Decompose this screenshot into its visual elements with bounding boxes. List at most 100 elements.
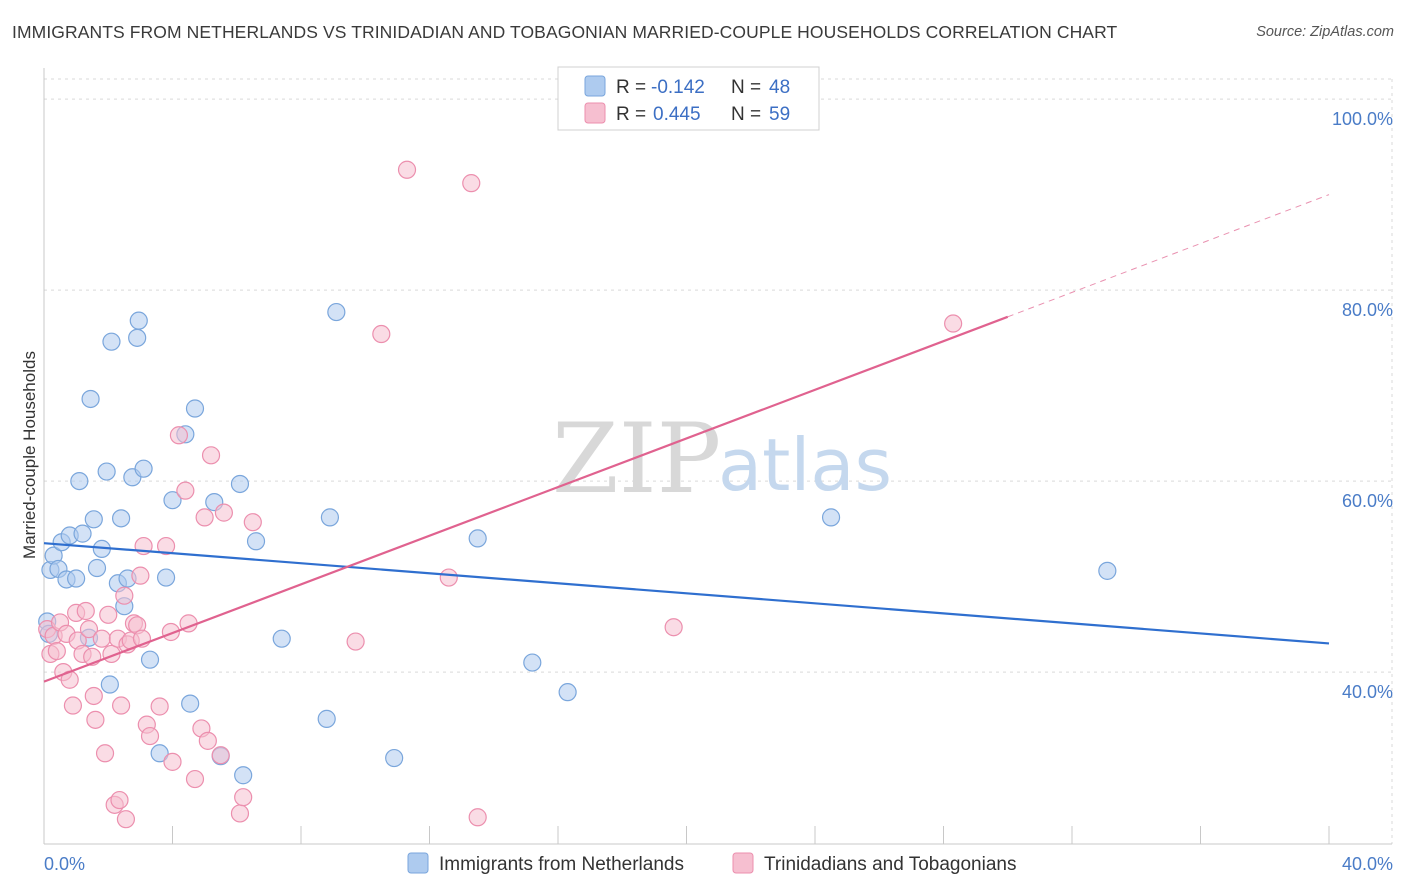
axes: 100.0% 80.0% 60.0% 40.0% 0.0% 40.0% — [43, 68, 1393, 874]
point-trinidadian — [198, 731, 217, 750]
point-trinidadian — [185, 769, 205, 789]
point-netherlands — [234, 766, 253, 785]
point-netherlands — [156, 568, 176, 587]
legend-r-label-pink: R = — [616, 104, 646, 125]
point-trinidadian — [211, 746, 230, 765]
point-netherlands — [134, 459, 153, 478]
legend-n-value-pink: 59 — [769, 104, 790, 125]
point-trinidadian — [346, 632, 365, 651]
watermark: ZIP atlas — [552, 403, 892, 515]
legend-swatch-blue — [584, 75, 606, 97]
point-trinidadian — [163, 752, 182, 771]
point-trinidadian — [234, 788, 253, 807]
point-trinidadian — [664, 618, 683, 637]
point-trinidadian — [79, 620, 99, 639]
point-netherlands — [81, 389, 100, 409]
point-netherlands — [272, 629, 291, 648]
legend-n-label-pink: N = — [731, 104, 761, 125]
point-netherlands — [163, 491, 182, 510]
legend-n-value-blue: 48 — [769, 77, 790, 98]
point-trinidadian — [92, 629, 111, 648]
point-trinidadian — [150, 697, 169, 716]
point-trinidadian — [439, 568, 458, 587]
legend-r-value-pink: 0.445 — [653, 104, 701, 125]
point-trinidadian — [169, 426, 189, 445]
bottom-legend-swatch-pink — [732, 852, 754, 874]
point-netherlands — [100, 675, 119, 694]
point-netherlands — [128, 328, 147, 347]
point-trinidadian — [63, 696, 83, 715]
point-trinidadian — [116, 810, 136, 829]
point-trinidadian — [47, 641, 66, 661]
point-trinidadian — [243, 513, 262, 532]
point-netherlands — [821, 508, 841, 527]
legend-swatch-pink — [584, 102, 606, 124]
trend-line-trinidadian-extension — [1007, 194, 1330, 318]
point-netherlands — [70, 472, 89, 491]
point-netherlands — [150, 744, 169, 763]
point-trinidadian — [195, 508, 214, 527]
point-netherlands — [84, 510, 103, 529]
bottom-legend-label-blue: Immigrants from Netherlands — [439, 854, 684, 875]
point-netherlands — [320, 508, 340, 527]
point-trinidadian — [115, 586, 134, 605]
point-netherlands — [73, 524, 92, 543]
point-trinidadian — [397, 160, 417, 179]
watermark-zip: ZIP — [552, 403, 721, 515]
point-netherlands — [230, 474, 250, 494]
y-axis-title: Married-couple Households — [20, 351, 39, 559]
point-netherlands — [558, 683, 577, 702]
x-tick-label: 40.0% — [1342, 854, 1393, 874]
point-trinidadian — [201, 446, 221, 465]
trend-line-trinidadian — [43, 315, 1009, 683]
point-netherlands — [181, 694, 200, 713]
point-netherlands — [111, 509, 131, 528]
chart-title: IMMIGRANTS FROM NETHERLANDS VS TRINIDADI… — [12, 22, 1118, 42]
point-netherlands — [1098, 561, 1117, 580]
point-trinidadian — [131, 566, 150, 585]
legend-n-label-blue: N = — [731, 77, 761, 98]
point-trinidadian — [372, 324, 391, 344]
point-netherlands — [327, 302, 346, 322]
y-tick-label: 80.0% — [1342, 300, 1393, 320]
point-trinidadian — [214, 503, 233, 522]
point-trinidadian — [944, 314, 963, 333]
point-trinidadian — [99, 605, 118, 624]
point-netherlands — [97, 462, 116, 481]
chart-source: Source: ZipAtlas.com — [1256, 24, 1394, 40]
point-trinidadian — [84, 686, 103, 706]
point-trinidadian — [111, 696, 131, 715]
x-tick-label: 0.0% — [44, 854, 85, 874]
legend: R = -0.142 N = 48 R = 0.445 N = 59 — [557, 66, 820, 131]
point-trinidadian — [230, 804, 250, 823]
point-netherlands — [468, 529, 487, 548]
legend-r-value-blue: -0.142 — [651, 77, 705, 98]
point-trinidadian — [176, 481, 195, 500]
point-trinidadian — [468, 808, 487, 827]
point-netherlands — [317, 709, 336, 728]
point-trinidadian — [156, 536, 176, 556]
point-netherlands — [129, 311, 148, 330]
point-netherlands — [523, 653, 542, 672]
y-tick-label: 60.0% — [1342, 491, 1393, 511]
legend-r-label-blue: R = — [616, 77, 646, 98]
point-netherlands — [67, 569, 86, 588]
bottom-legend-label-pink: Trinidadians and Tobagonians — [764, 854, 1016, 875]
y-tick-label: 100.0% — [1332, 109, 1393, 129]
trend-line-netherlands — [43, 542, 1330, 645]
point-netherlands — [185, 399, 205, 418]
y-tick-label: 40.0% — [1342, 682, 1393, 702]
point-netherlands — [246, 532, 266, 551]
point-trinidadian — [86, 710, 105, 729]
y-axis-title-group: Married-couple Households — [20, 351, 39, 559]
point-trinidadian — [462, 174, 481, 193]
point-netherlands — [140, 650, 160, 669]
point-trinidadian — [76, 601, 95, 621]
point-trinidadian — [140, 726, 160, 746]
point-trinidadian — [95, 744, 115, 763]
watermark-atlas: atlas — [718, 423, 892, 507]
point-netherlands — [102, 332, 121, 351]
trend-lines — [43, 194, 1330, 683]
point-netherlands — [87, 558, 107, 578]
